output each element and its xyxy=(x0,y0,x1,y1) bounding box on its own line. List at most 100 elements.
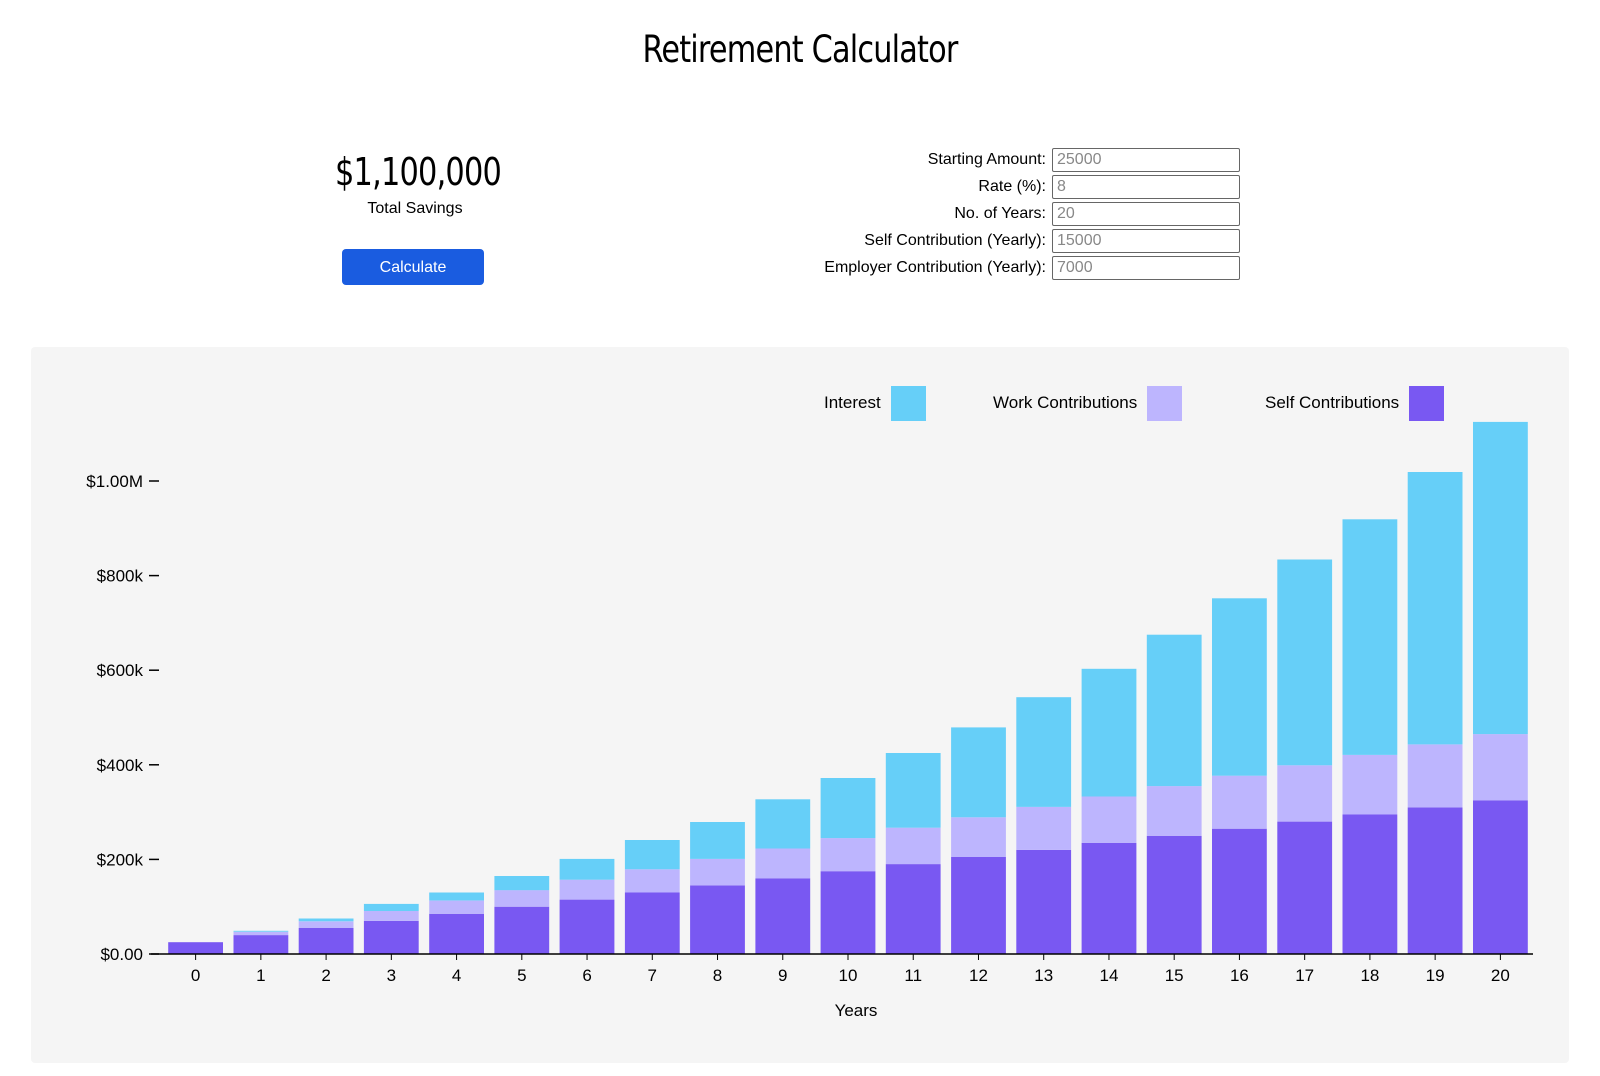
x-tick-label-6: 6 xyxy=(582,966,591,985)
years-row: No. of Years: xyxy=(700,200,1240,227)
x-tick-label-8: 8 xyxy=(713,966,722,985)
legend-interest: Interest xyxy=(824,385,926,421)
bar-interest-12 xyxy=(951,727,1006,818)
x-tick-label-1: 1 xyxy=(256,966,265,985)
x-tick-label-4: 4 xyxy=(452,966,461,985)
employer-contribution-label: Employer Contribution (Yearly): xyxy=(824,258,1046,276)
bar-self-contributions-7 xyxy=(624,892,680,954)
x-tick-label-9: 9 xyxy=(778,966,787,985)
bar-self-contributions-5 xyxy=(494,906,550,954)
bar-work-contributions-11 xyxy=(885,827,941,865)
starting-amount-row: Starting Amount: xyxy=(700,146,1240,173)
legend-self-contributions-label: Self Contributions xyxy=(1265,393,1400,412)
y-tick-label-400000: $400k xyxy=(97,756,144,775)
y-tick-label-200000: $200k xyxy=(97,850,144,869)
bar-interest-2 xyxy=(298,918,354,922)
bar-interest-14 xyxy=(1081,668,1137,797)
bar-work-contributions-20 xyxy=(1473,734,1528,801)
bar-work-contributions-9 xyxy=(755,848,811,879)
rate-row: Rate (%): xyxy=(700,173,1240,200)
x-tick-label-10: 10 xyxy=(839,966,858,985)
calculate-button[interactable]: Calculate xyxy=(342,249,484,285)
bar-interest-4 xyxy=(429,892,484,901)
bar-work-contributions-16 xyxy=(1212,775,1267,829)
x-tick-label-15: 15 xyxy=(1165,966,1184,985)
bar-interest-11 xyxy=(885,753,941,828)
bar-self-contributions-2 xyxy=(298,928,354,954)
legend-work-contributions-label: Work Contributions xyxy=(993,393,1138,412)
bar-work-contributions-6 xyxy=(559,879,615,900)
legend-self-contributions: Self Contributions xyxy=(1265,385,1445,421)
bar-self-contributions-19 xyxy=(1407,807,1463,954)
bar-self-contributions-20 xyxy=(1473,800,1528,954)
bar-self-contributions-17 xyxy=(1277,821,1333,954)
employer-contribution-input[interactable] xyxy=(1052,255,1240,280)
bar-interest-3 xyxy=(363,903,419,911)
x-tick-label-11: 11 xyxy=(904,966,922,985)
legend-interest-label: Interest xyxy=(824,393,881,412)
years-input[interactable] xyxy=(1052,201,1240,226)
x-tick-label-12: 12 xyxy=(969,966,988,985)
bar-self-contributions-6 xyxy=(559,899,615,954)
summary-panel: $1,100,000 Total Savings xyxy=(315,148,515,218)
bar-interest-20 xyxy=(1473,421,1528,735)
savings-chart: 0 1 2 3 4 5 6 7 8 9 10 11 12 13 14 15 16 17 18 19 20$0.00$20… xyxy=(86,421,1533,1020)
bar-interest-16 xyxy=(1212,598,1267,776)
x-tick-label-16: 16 xyxy=(1230,966,1249,985)
bar-self-contributions-9 xyxy=(755,878,811,954)
bar-self-contributions-10 xyxy=(820,871,876,954)
bar-self-contributions-16 xyxy=(1212,828,1267,954)
bar-self-contributions-14 xyxy=(1081,842,1137,954)
x-tick-label-3: 3 xyxy=(387,966,396,985)
years-label: No. of Years: xyxy=(954,204,1046,222)
bar-self-contributions-8 xyxy=(690,885,745,954)
self-contribution-input[interactable] xyxy=(1052,228,1240,253)
bar-work-contributions-13 xyxy=(1016,806,1072,850)
bar-work-contributions-14 xyxy=(1081,796,1137,843)
bar-interest-18 xyxy=(1342,519,1398,755)
bar-self-contributions-1 xyxy=(233,935,289,954)
x-tick-label-14: 14 xyxy=(1099,966,1118,985)
bar-interest-17 xyxy=(1277,559,1333,766)
bar-interest-10 xyxy=(820,778,876,839)
self-contribution-row: Self Contribution (Yearly): xyxy=(700,227,1240,254)
bar-interest-7 xyxy=(624,840,680,870)
bar-interest-13 xyxy=(1016,697,1072,807)
bar-work-contributions-5 xyxy=(494,890,550,907)
starting-amount-input[interactable] xyxy=(1052,147,1240,172)
self-contribution-label: Self Contribution (Yearly): xyxy=(864,231,1046,249)
bar-self-contributions-13 xyxy=(1016,849,1072,954)
bar-self-contributions-12 xyxy=(951,857,1006,954)
rate-label: Rate (%): xyxy=(978,177,1046,195)
x-tick-label-19: 19 xyxy=(1426,966,1445,985)
bar-self-contributions-0 xyxy=(168,942,223,954)
calculator-form: Starting Amount: Rate (%): No. of Years:… xyxy=(700,146,1240,281)
bar-self-contributions-3 xyxy=(363,920,419,954)
bar-self-contributions-4 xyxy=(429,913,484,954)
legend-work-contributions: Work Contributions xyxy=(993,385,1183,421)
total-savings-value: $1,100,000 xyxy=(335,150,502,194)
bar-interest-5 xyxy=(494,876,550,891)
x-tick-label-18: 18 xyxy=(1360,966,1379,985)
x-tick-label-0: 0 xyxy=(191,966,200,985)
legend-self-contributions-swatch xyxy=(1409,385,1445,421)
bar-work-contributions-2 xyxy=(298,921,354,928)
bar-self-contributions-18 xyxy=(1342,814,1398,954)
bar-interest-8 xyxy=(690,822,745,859)
bar-interest-19 xyxy=(1407,472,1463,745)
bar-work-contributions-18 xyxy=(1342,754,1398,815)
bar-work-contributions-3 xyxy=(363,911,419,921)
y-tick-label-600000: $600k xyxy=(97,661,144,680)
bar-self-contributions-15 xyxy=(1146,835,1202,955)
x-tick-label-5: 5 xyxy=(517,966,526,985)
rate-input[interactable] xyxy=(1052,174,1240,199)
starting-amount-label: Starting Amount: xyxy=(927,150,1046,168)
page-title: Retirement Calculator xyxy=(642,28,958,71)
x-axis-title: Years xyxy=(835,1001,878,1020)
bar-work-contributions-8 xyxy=(690,858,745,886)
y-tick-label-800000: $800k xyxy=(97,567,144,586)
total-savings-label: Total Savings xyxy=(367,200,463,217)
bar-self-contributions-11 xyxy=(885,864,941,954)
y-tick-label-0: $0.00 xyxy=(100,945,143,964)
x-tick-label-7: 7 xyxy=(648,966,657,985)
